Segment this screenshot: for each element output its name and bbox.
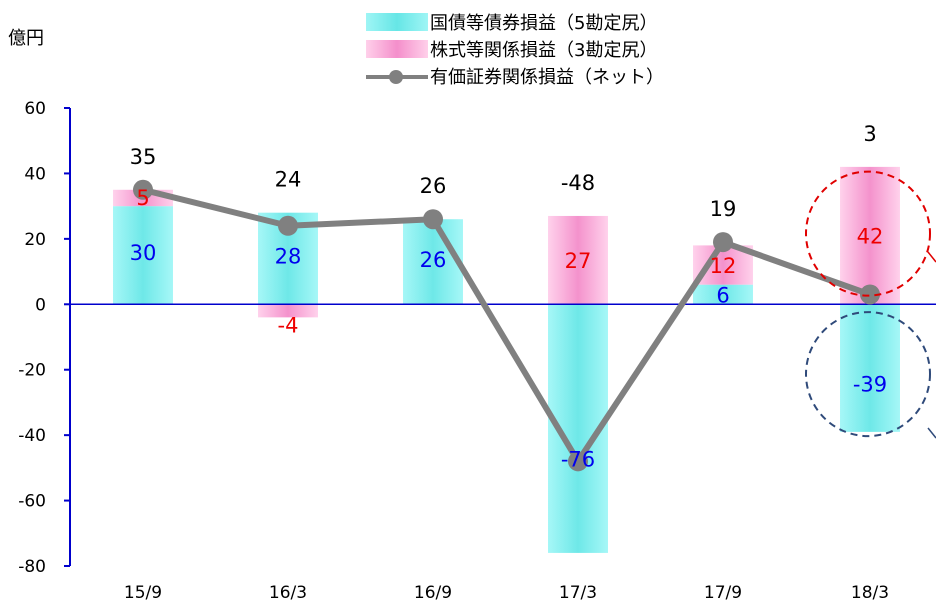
x-tick-label-16/3: 16/3 — [269, 583, 307, 603]
legend-swatch-equity — [366, 39, 428, 58]
bond-value-label-16/3: 28 — [275, 244, 302, 268]
bar-bond-15/9 — [113, 206, 173, 305]
y-tick-label--40: -40 — [18, 426, 46, 446]
legend-label-equity: 株式等関係損益（3勘定尻） — [430, 39, 658, 61]
bar-bond-17/9 — [693, 284, 753, 305]
equity-value-label-17/3: 27 — [565, 249, 592, 273]
legend-swatch-bond — [366, 12, 428, 31]
y-tick-label--60: -60 — [18, 492, 46, 512]
net-series-line — [142, 186, 872, 465]
bar-bond-16/9 — [403, 219, 463, 305]
net-point-16/9 — [423, 209, 443, 230]
x-tick-label-17/9: 17/9 — [704, 583, 742, 603]
legend-item-bond: 国債等債券損益（5勘定尻） — [366, 8, 664, 35]
x-tick-label-17/3: 17/3 — [559, 583, 597, 603]
y-tick-label--80: -80 — [18, 557, 46, 577]
y-tick-label-40: 40 — [24, 164, 46, 184]
equity-value-label-17/9: 12 — [710, 254, 737, 278]
net-point-18/3 — [860, 284, 880, 305]
y-tick-label-60: 60 — [24, 99, 46, 119]
net-value-label-16/9: 26 — [420, 174, 447, 198]
x-tick-label-16/9: 16/9 — [414, 583, 452, 603]
equity-value-label-16/3: -4 — [278, 313, 299, 337]
y-tick-label-0: 0 — [35, 295, 46, 315]
bond-value-label-15/9: 30 — [130, 241, 157, 265]
net-value-label-16/3: 24 — [275, 168, 302, 192]
equity-value-label-15/9: 5 — [136, 186, 149, 210]
callout-line-bond — [927, 427, 936, 439]
bar-bond-18/3 — [840, 304, 900, 432]
net-value-label-18/3: 3 — [863, 122, 876, 146]
net-point-17/9 — [713, 232, 733, 253]
chart-legend: 国債等債券損益（5勘定尻） 株式等関係損益（3勘定尻） 有価証券関係損益（ネット… — [366, 8, 664, 89]
legend-swatch-net — [366, 67, 428, 85]
legend-item-net: 有価証券関係損益（ネット） — [366, 62, 664, 89]
highlight-circle-bond — [805, 311, 931, 438]
callout-line-equity — [927, 251, 936, 263]
equity-value-label-18/3: 42 — [857, 225, 884, 249]
bond-value-label-16/9: 26 — [420, 248, 447, 272]
bond-value-label-17/9: 6 — [716, 283, 729, 307]
y-axis-unit-label: 億円 — [8, 28, 44, 49]
bar-equity-18/3 — [840, 166, 900, 305]
x-tick-label-18/3: 18/3 — [851, 583, 889, 603]
bar-equity-16/3 — [258, 304, 318, 318]
y-tick-label--20: -20 — [18, 361, 46, 381]
highlight-circle-equity — [805, 170, 931, 297]
legend-item-equity: 株式等関係損益（3勘定尻） — [366, 35, 664, 62]
legend-label-net: 有価証券関係損益（ネット） — [430, 66, 664, 88]
net-point-15/9 — [133, 179, 153, 200]
net-value-label-17/9: 19 — [710, 197, 737, 221]
net-value-label-17/3: -48 — [561, 171, 595, 195]
bar-equity-17/3 — [548, 215, 608, 305]
net-value-label-15/9: 35 — [130, 145, 157, 169]
net-point-16/3 — [278, 215, 298, 236]
net-point-17/3 — [568, 451, 588, 472]
legend-label-bond: 国債等債券損益（5勘定尻） — [430, 12, 658, 34]
bond-value-label-17/3: -76 — [561, 447, 595, 471]
x-tick-label-15/9: 15/9 — [124, 583, 162, 603]
bond-value-label-18/3: -39 — [853, 372, 887, 396]
y-tick-label-20: 20 — [24, 230, 46, 250]
